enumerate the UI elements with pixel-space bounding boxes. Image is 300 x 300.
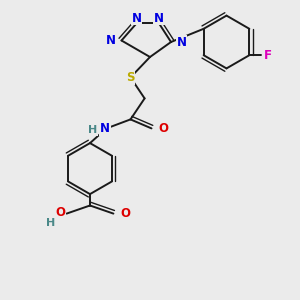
Text: O: O: [158, 122, 168, 135]
Text: H: H: [88, 125, 98, 135]
Text: O: O: [55, 206, 65, 219]
Text: N: N: [131, 11, 142, 25]
Text: O: O: [120, 207, 130, 220]
Text: F: F: [264, 49, 272, 62]
Text: N: N: [106, 34, 116, 47]
Text: N: N: [100, 122, 110, 135]
Text: N: N: [154, 11, 164, 25]
Text: N: N: [176, 35, 186, 49]
Text: H: H: [46, 218, 56, 229]
Text: S: S: [126, 71, 135, 84]
